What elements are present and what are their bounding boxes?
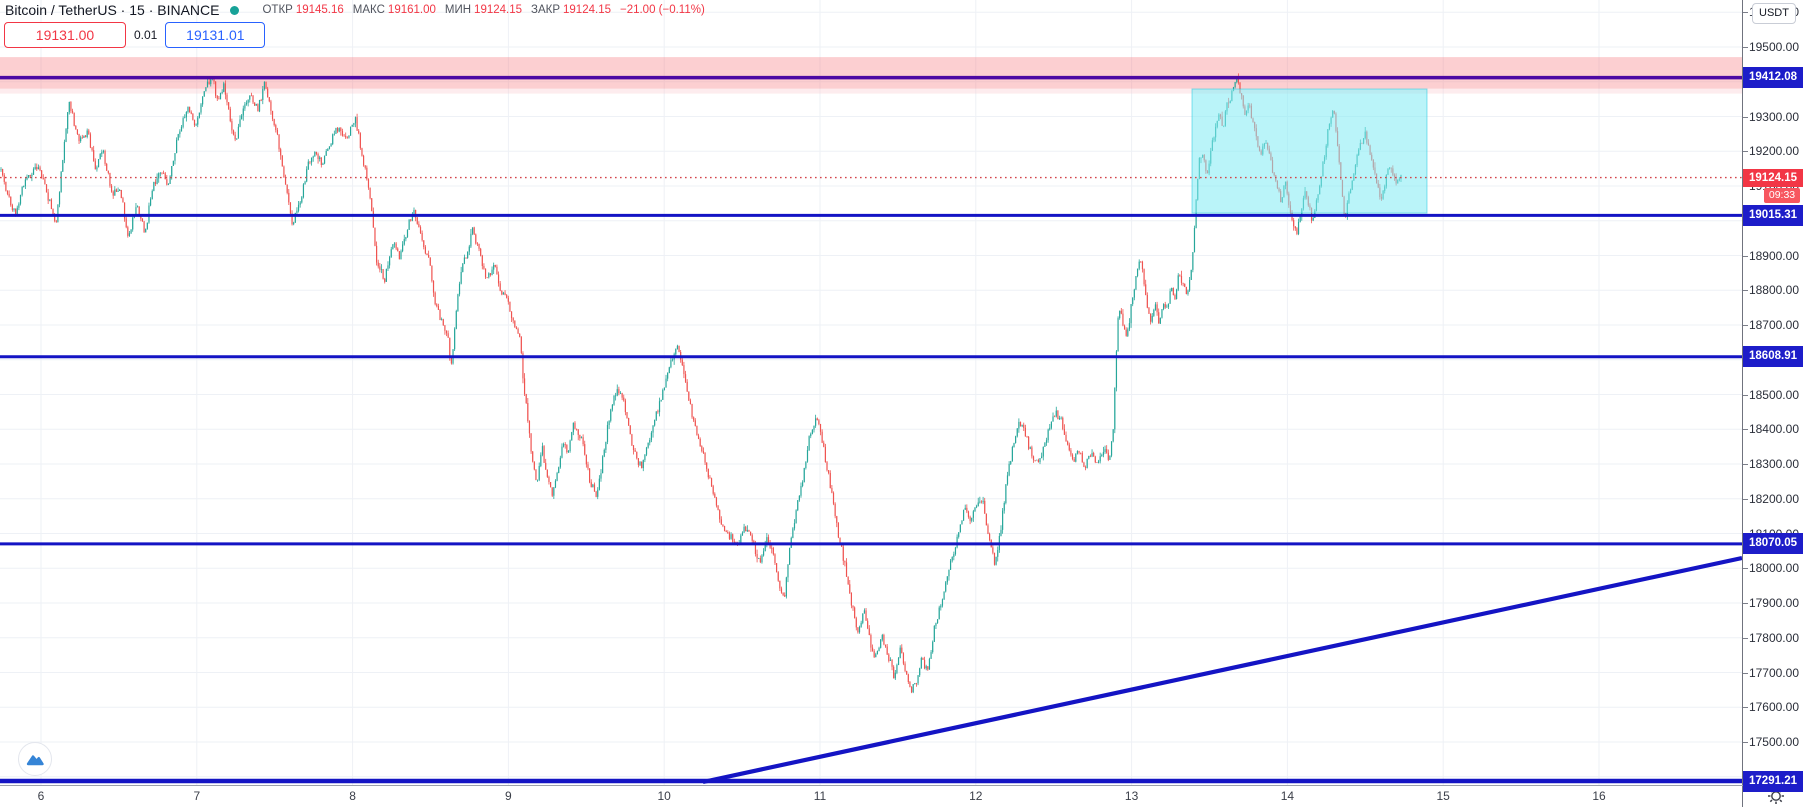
symbol-title[interactable]: Bitcoin / TetherUS · 15 · BINANCE [5,2,220,18]
price-tick-dash [1743,498,1748,500]
chart-legend: Bitcoin / TetherUS · 15 · BINANCE ОТКР 1… [5,2,711,18]
trendline [702,555,1742,785]
time-tick-label: 10 [657,789,671,803]
order-widget: 19131.00 0.01 19131.01 [4,22,266,48]
price-tick-dash [1743,151,1748,153]
price-line-label[interactable]: 17291.21 [1743,770,1803,792]
close-value: 19124.15 [563,4,611,16]
price-tick-label: 18200.00 [1748,491,1799,506]
price-line-label[interactable]: 19015.31 [1743,204,1803,226]
price-tick-dash [1743,742,1748,743]
high-value: 19161.00 [387,4,436,16]
price-tick-dash [1743,568,1748,570]
ohlc-values: ОТКР 19145.16 МАКС 19161.00 МИН 19124.15… [262,4,710,16]
price-tick-dash [1743,464,1748,465]
close-label: ЗАКР [531,4,561,16]
sell-button[interactable]: 19131.00 [4,22,126,48]
price-tick-label: 18900.00 [1748,248,1799,263]
buy-button[interactable]: 19131.01 [165,22,266,48]
price-tick-label: 19200.00 [1748,144,1799,159]
last-price-label[interactable]: 19124.15 [1743,168,1803,187]
price-tick-label: 18300.00 [1748,457,1799,471]
price-tick-dash [1743,116,1748,118]
time-tick-label: 13 [1124,789,1139,803]
high-label: МАКС [352,4,385,16]
time-tick-label: 11 [813,789,827,803]
time-tick-label: 12 [969,789,983,803]
price-tick-label: 18800.00 [1748,283,1799,298]
price-tick-label: 17900.00 [1748,596,1799,610]
highlight-box [1191,88,1428,214]
price-tick-dash [1743,290,1748,292]
price-tick-label: 18500.00 [1748,387,1799,402]
time-axis-border [0,785,1803,786]
price-tick-label: 17500.00 [1748,735,1799,749]
time-tick-label: 9 [505,789,512,803]
price-tick-label: 19500.00 [1748,40,1799,54]
open-label: ОТКР [262,4,293,16]
time-tick-label: 16 [1592,789,1606,803]
market-status-dot [230,5,240,15]
price-line-label[interactable]: 18608.91 [1743,346,1803,368]
price-tick-label: 18000.00 [1748,561,1799,576]
price-tick-label: 18400.00 [1748,422,1799,437]
price-tick-label: 17600.00 [1748,700,1799,715]
price-tick-dash [1743,603,1748,604]
time-tick-label: 8 [349,789,356,803]
price-tick-label: 17700.00 [1748,665,1799,680]
price-tick-dash [1743,325,1748,326]
price-tick-dash [1743,47,1748,48]
price-tick-dash [1743,255,1748,257]
time-tick-label: 7 [193,789,201,803]
price-tick-label: 18700.00 [1748,318,1799,332]
chart-logo-button[interactable] [18,742,52,776]
resistance-zone [0,57,1742,89]
time-axis[interactable]: 6 7 8 9 10 11 12 13 14 15 16 [0,786,1742,807]
price-tick-dash [1743,707,1748,709]
price-unit-button[interactable]: USDT [1752,3,1796,24]
price-chart-canvas[interactable] [0,0,1742,785]
open-value: 19145.16 [295,4,344,16]
price-tick-dash [1743,429,1748,431]
low-label: МИН [444,4,472,16]
change-value: −21.00 (−0.11%) [619,4,705,16]
price-tick-dash [1743,637,1748,639]
price-line-label[interactable]: 18070.05 [1743,533,1803,555]
price-axis[interactable]: USDT 17400.0017500.0017600.0017700.00178… [1743,0,1803,807]
price-tick-dash [1743,394,1748,396]
bar-countdown: 09:33 [1764,187,1800,203]
price-line-label[interactable]: 19412.08 [1743,67,1803,89]
price-axis-border [1742,0,1743,807]
price-tick-label: 17800.00 [1748,630,1799,645]
spread-value: 0.01 [134,28,158,42]
price-tick-dash [1743,12,1748,14]
mountain-chart-icon [26,755,44,766]
time-tick-label: 6 [37,789,45,803]
time-tick-label: 15 [1436,789,1450,803]
low-value: 19124.15 [474,4,523,16]
price-tick-label: 19300.00 [1748,109,1799,124]
price-tick-dash [1743,672,1748,674]
time-tick-label: 14 [1280,789,1295,803]
